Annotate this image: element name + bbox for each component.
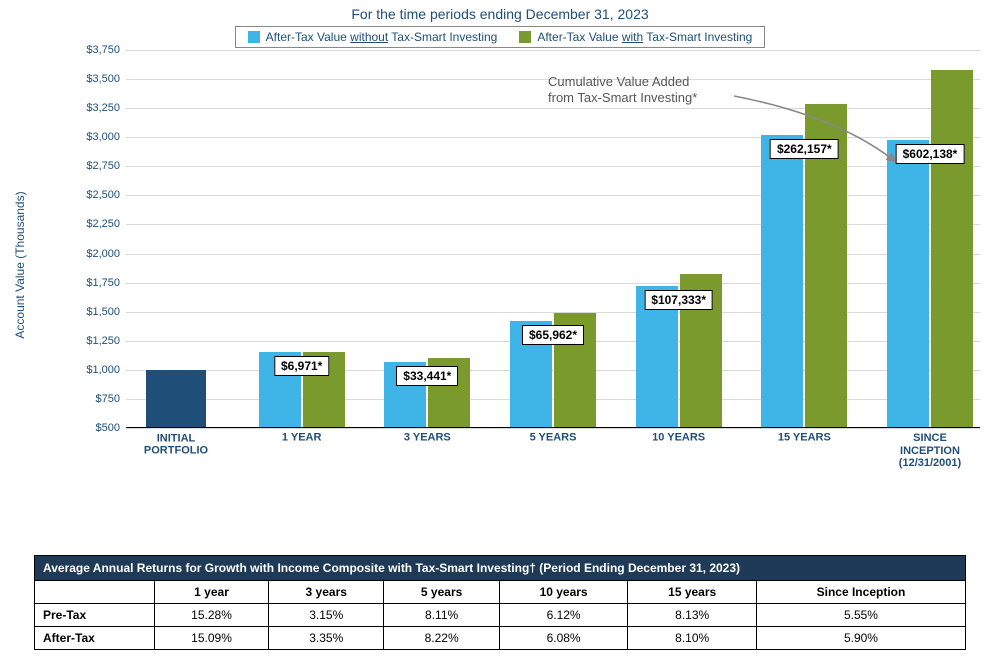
value-badge: $107,333* bbox=[644, 290, 713, 310]
legend-item-with: After-Tax Value with Tax-Smart Investing bbox=[519, 30, 752, 44]
table-row: After-Tax15.09%3.35%8.22%6.08%8.10%5.90% bbox=[35, 627, 966, 650]
value-badge: $65,962* bbox=[522, 325, 584, 345]
row-header: Pre-Tax bbox=[35, 604, 155, 627]
value-badge: $602,138* bbox=[896, 144, 965, 164]
returns-table-wrap: Average Annual Returns for Growth with I… bbox=[34, 555, 966, 650]
table-cell: 6.08% bbox=[499, 627, 628, 650]
table-cell: 8.10% bbox=[628, 627, 757, 650]
value-badge: $262,157* bbox=[770, 139, 839, 159]
table-cell: 8.22% bbox=[384, 627, 499, 650]
table-col-header: 3 years bbox=[269, 581, 384, 604]
table-cell: 8.11% bbox=[384, 604, 499, 627]
y-axis-label: Account Value (Thousands) bbox=[13, 191, 27, 338]
chart-title: For the time periods ending December 31,… bbox=[0, 0, 1000, 26]
legend-swatch-without bbox=[248, 31, 260, 43]
value-badge: $33,441* bbox=[396, 366, 458, 386]
table-cell: 3.15% bbox=[269, 604, 384, 627]
legend: After-Tax Value without Tax-Smart Invest… bbox=[235, 26, 766, 48]
table-cell: 5.90% bbox=[756, 627, 965, 650]
legend-item-without: After-Tax Value without Tax-Smart Invest… bbox=[248, 30, 498, 44]
chart-area: Account Value (Thousands) Cumulative Val… bbox=[78, 50, 980, 480]
table-col-header: 5 years bbox=[384, 581, 499, 604]
table-col-header: Since Inception bbox=[756, 581, 965, 604]
value-badge: $6,971* bbox=[274, 356, 329, 376]
returns-table: Average Annual Returns for Growth with I… bbox=[34, 555, 966, 650]
table-row: Pre-Tax15.28%3.15%8.11%6.12%8.13%5.55% bbox=[35, 604, 966, 627]
table-col-header: 1 year bbox=[155, 581, 269, 604]
legend-label-without: After-Tax Value without Tax-Smart Invest… bbox=[266, 30, 498, 44]
row-header: After-Tax bbox=[35, 627, 155, 650]
table-cell: 15.09% bbox=[155, 627, 269, 650]
table-cell: 3.35% bbox=[269, 627, 384, 650]
annotation-cumulative: Cumulative Value Added from Tax-Smart In… bbox=[548, 74, 697, 105]
table-col-header: 15 years bbox=[628, 581, 757, 604]
table-col-header: 10 years bbox=[499, 581, 628, 604]
table-header: Average Annual Returns for Growth with I… bbox=[35, 556, 966, 581]
table-corner bbox=[35, 581, 155, 604]
legend-label-with: After-Tax Value with Tax-Smart Investing bbox=[537, 30, 752, 44]
legend-swatch-with bbox=[519, 31, 531, 43]
table-cell: 8.13% bbox=[628, 604, 757, 627]
annotation-arrow bbox=[78, 50, 978, 480]
table-cell: 5.55% bbox=[756, 604, 965, 627]
table-cell: 6.12% bbox=[499, 604, 628, 627]
table-cell: 15.28% bbox=[155, 604, 269, 627]
